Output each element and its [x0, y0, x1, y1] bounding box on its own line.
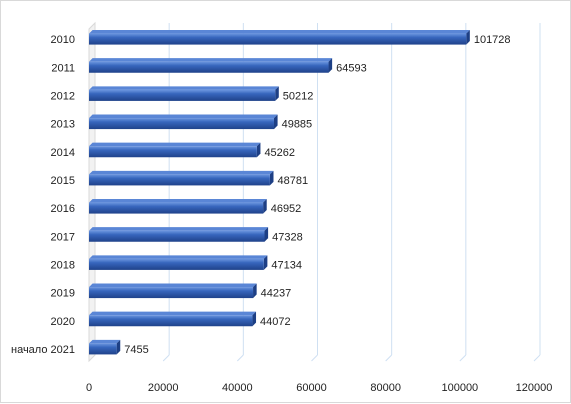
- data-label: 50212: [283, 90, 314, 102]
- data-label: 44237: [261, 288, 292, 300]
- bar: [89, 311, 257, 327]
- data-label: 101728: [474, 34, 511, 46]
- bar-front-face: [89, 230, 265, 242]
- bar-front-face: [89, 61, 329, 73]
- gridline-floor: [459, 354, 467, 362]
- bar: [89, 86, 279, 101]
- category-label: 2019: [51, 288, 75, 300]
- gridline-floor: [236, 354, 244, 362]
- bar-top-face: [89, 86, 279, 90]
- data-label: 7455: [124, 344, 148, 356]
- bar-top-face: [89, 170, 274, 175]
- category-label: 2016: [51, 203, 75, 215]
- x-axis-tick-labels: 0 20000 40000 60000 80000 100000 120000: [86, 382, 552, 394]
- bar: [89, 29, 470, 45]
- bar: [89, 198, 267, 214]
- bar-top-face: [89, 58, 333, 62]
- bar-end-face: [275, 86, 279, 101]
- plot-back-wall: [88, 21, 96, 363]
- category-label: 2010: [51, 34, 75, 46]
- bar-front-face: [89, 287, 254, 299]
- bar-end-face: [263, 255, 268, 270]
- bar: [89, 58, 333, 73]
- gridline-floor: [533, 354, 541, 362]
- category-label: 2014: [51, 147, 75, 159]
- gridlines: [162, 23, 541, 362]
- bar: [89, 142, 261, 158]
- bar-end-face: [264, 227, 269, 242]
- data-labels: 101728 64593 50212 49885 45262 48781 46952 4732…: [124, 34, 510, 356]
- bar: [89, 339, 121, 355]
- bar-end-face: [116, 339, 121, 355]
- bar: [89, 255, 268, 270]
- bar-end-face: [466, 29, 470, 45]
- x-tick-label: 60000: [296, 382, 327, 394]
- bar-end-face: [253, 283, 257, 299]
- bar: [89, 283, 257, 299]
- data-label: 46952: [271, 203, 302, 215]
- bar-front-face: [89, 258, 264, 270]
- x-tick-label: 40000: [222, 382, 253, 394]
- bar-end-face: [256, 142, 261, 158]
- category-label: 2017: [51, 231, 75, 243]
- category-label: начало 2021: [11, 344, 75, 356]
- x-tick-label: 100000: [441, 382, 478, 394]
- bar-top-face: [89, 142, 261, 147]
- data-label: 47328: [272, 231, 303, 243]
- bar-front-face: [89, 343, 117, 355]
- bar-front-face: [89, 202, 264, 214]
- x-tick-label: 80000: [370, 382, 401, 394]
- side-wall: [88, 21, 96, 363]
- bars: [89, 29, 470, 355]
- bar-end-face: [273, 114, 278, 130]
- bar-top-face: [89, 311, 257, 316]
- x-tick-label: 20000: [148, 382, 179, 394]
- category-label: 2015: [51, 175, 75, 187]
- gridline-floor: [385, 354, 393, 362]
- category-labels: 2010 2011 2012 2013 2014 2015 2016 2017 2018 2019…: [11, 34, 75, 356]
- bar-front-face: [89, 33, 467, 45]
- bar: [89, 227, 269, 242]
- gridline-floor: [311, 354, 318, 362]
- category-label: 2012: [51, 90, 75, 102]
- data-label: 48781: [277, 175, 308, 187]
- bar-top-face: [89, 283, 257, 288]
- bar-front-face: [89, 174, 270, 186]
- bar-top-face: [89, 227, 269, 231]
- bar-top-face: [89, 255, 268, 259]
- bar-top-face: [89, 339, 121, 344]
- bar-front-face: [89, 118, 274, 130]
- x-tick-label: 120000: [516, 382, 553, 394]
- bar-front-face: [89, 146, 257, 158]
- data-label: 47134: [271, 259, 302, 271]
- data-label: 64593: [336, 62, 367, 74]
- bar: [89, 114, 278, 130]
- bar-end-face: [269, 170, 274, 186]
- bar-end-face: [328, 58, 333, 73]
- bar-front-face: [89, 89, 276, 101]
- category-label: 2011: [51, 62, 75, 74]
- bar-front-face: [89, 315, 253, 327]
- bar-end-face: [263, 198, 267, 214]
- category-label: 2020: [51, 316, 75, 328]
- data-label: 44072: [260, 316, 291, 328]
- gridline-floor: [162, 354, 170, 362]
- data-label: 49885: [282, 119, 313, 131]
- bar-top-face: [89, 114, 278, 119]
- bar-top-face: [89, 198, 267, 203]
- bar-top-face: [89, 29, 470, 34]
- x-tick-label: 0: [86, 382, 92, 394]
- bar: [89, 170, 274, 186]
- data-label: 45262: [264, 147, 295, 159]
- bar-end-face: [252, 311, 257, 327]
- category-label: 2013: [51, 119, 75, 131]
- category-label: 2018: [51, 259, 75, 271]
